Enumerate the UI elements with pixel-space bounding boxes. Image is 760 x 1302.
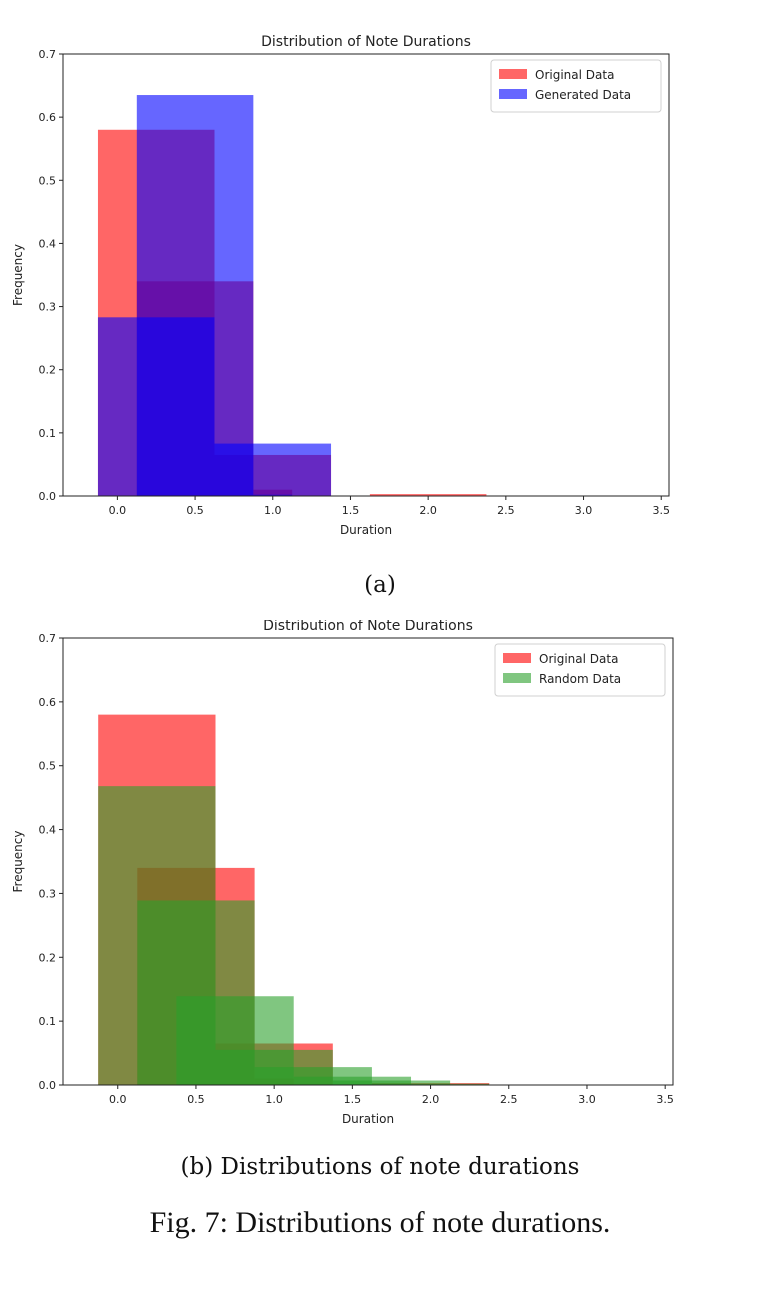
y-axis-label: Frequency <box>11 244 25 306</box>
chart-title: Distribution of Note Durations <box>261 34 471 50</box>
chart-panel-b: 0.0 0.5 1.0 1.5 2.0 2.5 3.0 3.5 0.0 0.1 0.2 0.3 0.4 0… <box>0 620 760 1140</box>
y-tick-label: 0.0 <box>39 1079 57 1092</box>
subcaption-a: (a) <box>364 572 396 598</box>
y-tick-label: 0.5 <box>39 174 57 187</box>
legend-label: Original Data <box>535 68 614 82</box>
series-generated-data <box>97 95 332 497</box>
y-tick-label: 0.7 <box>39 48 57 61</box>
chart-title: Distribution of Note Durations <box>263 620 473 634</box>
x-tick-label: 3.5 <box>656 1093 674 1106</box>
legend-box <box>494 643 666 697</box>
bar <box>371 1083 490 1085</box>
x-axis-label: Duration <box>340 523 392 537</box>
y-tick-label: 0.6 <box>39 696 57 709</box>
axes-frame <box>62 637 674 1086</box>
y-tick-label: 0.4 <box>39 824 57 837</box>
bar <box>253 494 293 496</box>
x-tick-label: 0.5 <box>186 504 204 517</box>
legend-label: Original Data <box>539 652 618 666</box>
bar <box>332 1080 451 1085</box>
bar <box>369 494 487 496</box>
y-tick-label: 0.3 <box>39 887 57 900</box>
y-tick-label: 0.3 <box>39 301 57 314</box>
x-tick-label: 1.5 <box>342 504 360 517</box>
y-tick-label: 0.2 <box>39 364 57 377</box>
chart-panel-a: 0.0 0.5 1.0 1.5 2.0 2.5 3.0 3.5 0.0 0.1 0.2 0.3 0.4 0… <box>0 0 760 560</box>
x-tick-label: 3.0 <box>575 504 593 517</box>
x-tick-label: 1.5 <box>344 1093 362 1106</box>
x-tick-label: 2.0 <box>422 1093 440 1106</box>
chart-a-svg: 0.0 0.5 1.0 1.5 2.0 2.5 3.0 3.5 0.0 0.1 0.2 0.3 0.4 0… <box>11 34 670 537</box>
legend-label: Generated Data <box>535 88 631 102</box>
legend-swatch <box>499 89 527 99</box>
x-tick-label: 3.5 <box>652 504 670 517</box>
y-tick-label: 0.7 <box>39 632 57 645</box>
y-tick-label: 0.5 <box>39 760 57 773</box>
y-tick-label: 0.1 <box>39 427 57 440</box>
figure-caption: Fig. 7: Distributions of note durations. <box>149 1206 611 1239</box>
x-tick-label: 2.5 <box>500 1093 518 1106</box>
subcaption-b: (b) Distributions of note durations <box>180 1154 580 1180</box>
y-axis-label: Frequency <box>11 831 25 893</box>
y-tick-label: 0.4 <box>39 237 57 250</box>
x-tick-label: 3.0 <box>578 1093 596 1106</box>
legend-swatch <box>499 69 527 79</box>
legend-swatch <box>503 653 531 663</box>
x-tick-label: 0.0 <box>109 1093 127 1106</box>
y-tick-label: 0.2 <box>39 951 57 964</box>
x-axis-label: Duration <box>342 1112 394 1126</box>
axes-frame <box>62 53 670 497</box>
y-tick-label: 0.0 <box>39 490 57 503</box>
x-tick-label: 2.5 <box>497 504 515 517</box>
legend-label: Random Data <box>539 672 621 686</box>
chart-b-svg: 0.0 0.5 1.0 1.5 2.0 2.5 3.0 3.5 0.0 0.1 0.2 0.3 0.4 0… <box>11 620 674 1126</box>
legend: Original Data Generated Data <box>490 59 662 113</box>
x-tick-label: 1.0 <box>265 1093 283 1106</box>
y-tick-label: 0.1 <box>39 1015 57 1028</box>
x-tick-label: 0.5 <box>187 1093 205 1106</box>
y-tick-label: 0.6 <box>39 111 57 124</box>
legend-box <box>490 59 662 113</box>
x-tick-label: 2.0 <box>419 504 437 517</box>
legend: Original Data Random Data <box>494 643 666 697</box>
legend-swatch <box>503 673 531 683</box>
x-tick-label: 0.0 <box>109 504 127 517</box>
series-random-data <box>98 786 490 1085</box>
x-tick-label: 1.0 <box>264 504 282 517</box>
bar <box>214 443 332 496</box>
bar <box>136 95 254 497</box>
